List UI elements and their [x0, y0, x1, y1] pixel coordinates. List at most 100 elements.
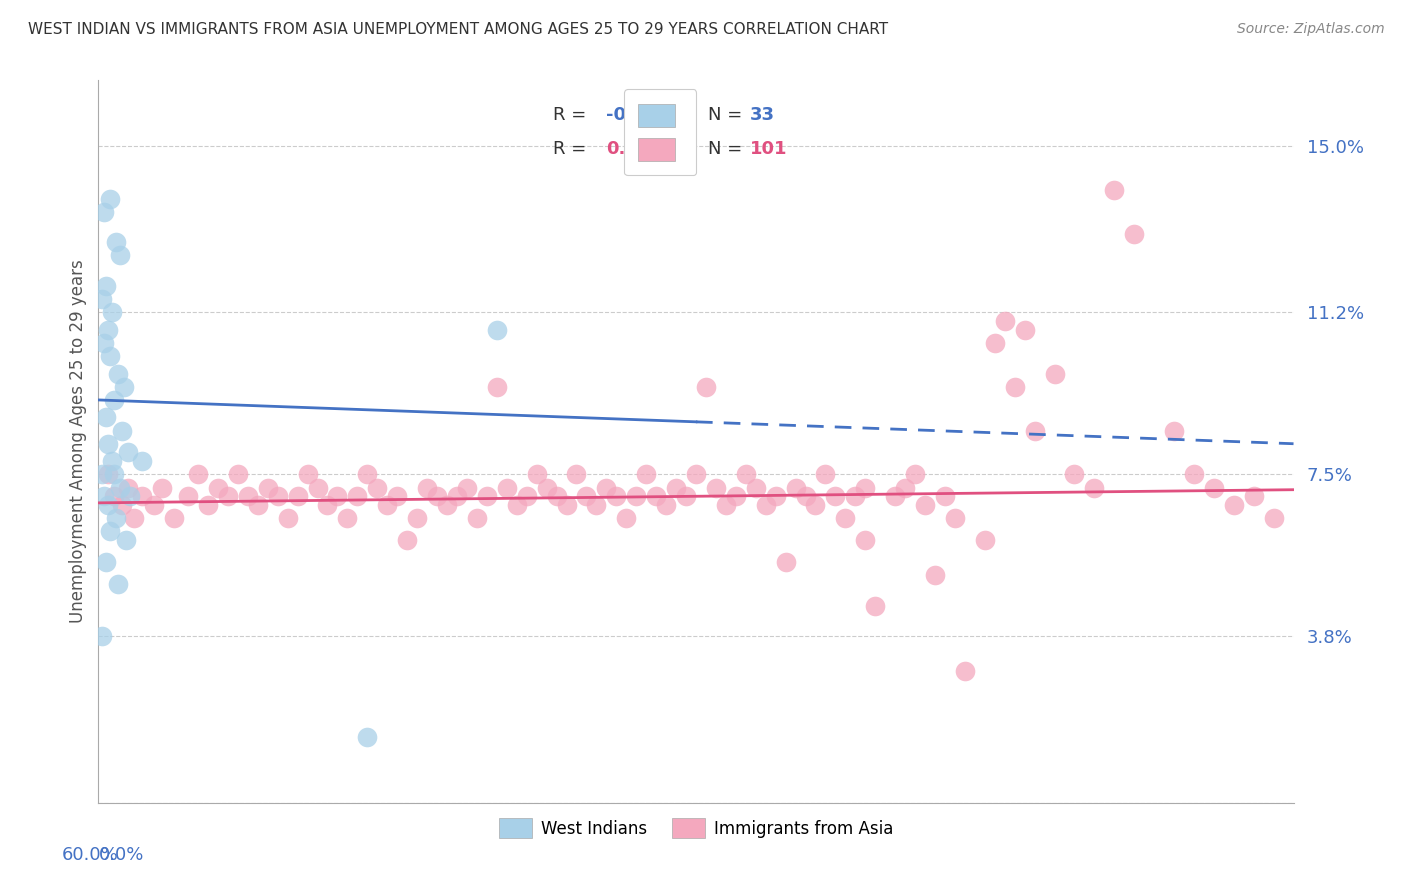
Point: [97, 467, 120, 482]
Text: Source: ZipAtlas.com: Source: ZipAtlas.com: [1237, 22, 1385, 37]
Point: [124, 511, 146, 525]
Point: [1004, 380, 1026, 394]
Point: [755, 498, 778, 512]
Point: [336, 511, 359, 525]
Point: [163, 511, 186, 525]
Point: [904, 467, 927, 482]
Point: [605, 489, 627, 503]
Text: -0.025: -0.025: [606, 105, 671, 124]
Point: [894, 481, 917, 495]
Point: [485, 380, 508, 394]
Point: [853, 533, 876, 547]
Point: [585, 498, 607, 512]
Point: [465, 511, 488, 525]
Point: [207, 481, 229, 495]
Point: [994, 314, 1017, 328]
Point: [973, 533, 995, 547]
Point: [98, 524, 122, 539]
Point: [375, 498, 398, 512]
Point: [177, 489, 200, 503]
Point: [96, 410, 118, 425]
Point: [1202, 481, 1225, 495]
Point: [97, 323, 120, 337]
Point: [526, 467, 548, 482]
Point: [714, 498, 737, 512]
Point: [636, 467, 658, 482]
Point: [804, 498, 827, 512]
Point: [626, 489, 648, 503]
Point: [704, 481, 727, 495]
Point: [436, 498, 458, 512]
Point: [934, 489, 956, 503]
Point: [107, 577, 129, 591]
Text: WEST INDIAN VS IMMIGRANTS FROM ASIA UNEMPLOYMENT AMONG AGES 25 TO 29 YEARS CORRE: WEST INDIAN VS IMMIGRANTS FROM ASIA UNEM…: [28, 22, 889, 37]
Point: [356, 467, 378, 482]
Point: [91, 467, 114, 482]
Point: [131, 489, 153, 503]
Y-axis label: Unemployment Among Ages 25 to 29 years: Unemployment Among Ages 25 to 29 years: [69, 260, 87, 624]
Point: [103, 489, 125, 503]
Text: 0.030: 0.030: [606, 139, 664, 158]
Point: [101, 305, 124, 319]
Point: [105, 235, 128, 250]
Text: R =: R =: [553, 105, 592, 124]
Point: [475, 489, 498, 503]
Point: [1083, 481, 1105, 495]
Point: [97, 498, 120, 512]
Point: [150, 481, 173, 495]
Point: [197, 498, 219, 512]
Point: [943, 511, 966, 525]
Point: [695, 380, 717, 394]
Point: [1263, 511, 1285, 525]
Point: [107, 367, 129, 381]
Point: [794, 489, 817, 503]
Point: [426, 489, 449, 503]
Text: N =: N =: [709, 105, 748, 124]
Point: [734, 467, 756, 482]
Point: [924, 568, 946, 582]
Point: [256, 481, 278, 495]
Point: [555, 498, 578, 512]
Point: [456, 481, 478, 495]
Point: [96, 279, 118, 293]
Point: [346, 489, 368, 503]
Point: [111, 498, 134, 512]
Point: [93, 336, 115, 351]
Point: [1024, 424, 1046, 438]
Point: [326, 489, 349, 503]
Point: [495, 481, 517, 495]
Point: [93, 489, 115, 503]
Point: [406, 511, 429, 525]
Point: [115, 533, 138, 547]
Point: [865, 599, 887, 613]
Point: [91, 292, 114, 306]
Text: R =: R =: [553, 139, 598, 158]
Point: [536, 481, 558, 495]
Point: [575, 489, 598, 503]
Point: [416, 481, 439, 495]
Point: [834, 511, 856, 525]
Point: [953, 665, 976, 679]
Point: [1123, 227, 1146, 241]
Point: [120, 489, 142, 503]
Point: [117, 445, 139, 459]
Point: [1043, 367, 1066, 381]
Point: [287, 489, 309, 503]
Point: [316, 498, 339, 512]
Point: [96, 555, 118, 569]
Point: [307, 481, 329, 495]
Text: 60.0%: 60.0%: [62, 847, 118, 864]
Point: [1063, 467, 1085, 482]
Point: [91, 629, 114, 643]
Point: [105, 511, 128, 525]
Point: [356, 730, 378, 744]
Point: [595, 481, 617, 495]
Point: [765, 489, 787, 503]
Point: [103, 467, 125, 482]
Point: [297, 467, 319, 482]
Point: [110, 481, 132, 495]
Legend: West Indians, Immigrants from Asia: West Indians, Immigrants from Asia: [492, 812, 900, 845]
Point: [1163, 424, 1185, 438]
Point: [217, 489, 239, 503]
Point: [1104, 183, 1126, 197]
